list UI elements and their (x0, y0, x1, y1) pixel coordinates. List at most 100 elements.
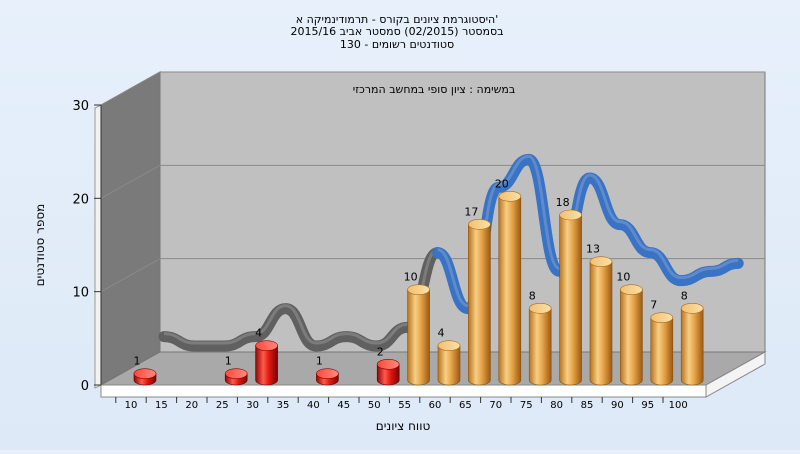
x-tick-label: 45 (337, 400, 350, 411)
x-tick-label: 25 (216, 400, 229, 411)
y-tick-label: 10 (72, 286, 89, 301)
x-tick-label: 60 (429, 400, 442, 411)
bar (316, 368, 339, 386)
bar-body (680, 308, 704, 386)
y-tick-label: 30 (72, 99, 89, 114)
bar-value-label: 17 (464, 205, 478, 218)
chart-title-line-1: היסטוגרמת ציונים בקורס - תרמודינמיקה א' (296, 13, 499, 26)
bar (680, 303, 704, 386)
bar-value-label: 1 (316, 355, 323, 368)
bar-value-label: 7 (650, 299, 657, 312)
y-axis-title: מספר סטודנטים (33, 204, 47, 287)
x-tick-label: 85 (581, 400, 594, 411)
bar-body (559, 214, 582, 386)
plot-left-wall-edge (94, 104, 102, 389)
bar (376, 359, 400, 386)
bar-value-label: 2 (377, 345, 384, 358)
bar (224, 368, 248, 386)
y-tick-label: 0 (81, 379, 89, 394)
curve-highlight (163, 248, 439, 345)
bar (437, 340, 461, 386)
bar-value-label: 4 (438, 327, 445, 340)
bar-cap (498, 191, 522, 202)
bar-body (498, 196, 522, 386)
bar-value-label: 1 (134, 355, 141, 368)
bar-cap (133, 368, 157, 379)
bar-value-label: 8 (681, 289, 688, 302)
bar-cap (528, 303, 552, 314)
bar-cap (680, 303, 704, 314)
x-tick-label: 40 (307, 400, 320, 411)
bar (407, 284, 430, 386)
bar-cap (437, 340, 461, 351)
bar-cap (620, 284, 643, 295)
x-axis: 10 15 20 25 30 35 40 45 50 55 60 65 70 75 80 85 90 95 100 (115, 397, 688, 411)
bar-body (255, 345, 278, 386)
chart-annotation: במשימה : ציון סופי במחשב המרכזי (353, 83, 516, 96)
x-tick-label: 50 (368, 400, 381, 411)
x-tick-label: 80 (550, 400, 563, 411)
x-tick-label: 35 (277, 400, 290, 411)
curve-ribbon (158, 247, 444, 352)
x-tick-label: 70 (489, 400, 502, 411)
gridline-wall (100, 71, 161, 106)
bar (528, 303, 552, 386)
bar (133, 368, 157, 386)
bar-cap (468, 219, 491, 230)
bar-body (407, 289, 430, 386)
y-axis: 0 10 20 30 (72, 99, 102, 394)
x-axis-title: טווח ציונים (376, 419, 431, 433)
data-labels: 1 1 4 1 2 10 4 17 20 8 18 13 10 7 8 (134, 177, 688, 367)
x-tick-label: 20 (185, 400, 198, 411)
x-tick-label: 75 (520, 400, 533, 411)
bar-cap (407, 284, 430, 295)
bar-cap (559, 209, 582, 221)
bar-cap (316, 368, 339, 379)
x-tick-label: 95 (641, 400, 654, 411)
bar-cap (255, 340, 278, 351)
bar (468, 219, 491, 386)
plot-floor-side (705, 351, 766, 398)
bar-value-label: 18 (556, 196, 570, 209)
bar-value-label: 8 (529, 289, 536, 302)
bar-value-label: 4 (255, 327, 262, 340)
bar (589, 256, 613, 386)
bar (650, 312, 674, 386)
gridline-wall (100, 258, 161, 293)
bar (498, 191, 522, 386)
bar-body (620, 289, 643, 386)
plot-left-wall (100, 71, 161, 386)
bar (620, 284, 643, 386)
bar-body (437, 345, 461, 386)
y-tick-label: 20 (72, 192, 89, 207)
bar-body (528, 308, 552, 386)
x-tick-label: 55 (398, 400, 411, 411)
bar-cap (224, 368, 248, 379)
bar-cap (650, 312, 674, 323)
chart-title-line-2: בסמסטר (02/2015) סמסטר אביב 2015/16 (290, 25, 503, 38)
bar-body (468, 224, 491, 386)
bar (255, 340, 278, 386)
x-tick-label: 100 (669, 400, 688, 411)
bar-value-label: 10 (404, 271, 418, 284)
x-tick-label: 90 (611, 400, 624, 411)
bar-value-label: 1 (225, 355, 232, 368)
bar-value-label: 13 (586, 243, 600, 256)
bar-body (589, 261, 613, 386)
x-tick-label: 10 (125, 400, 138, 411)
bar (559, 209, 582, 386)
plot-floor-edge (100, 384, 707, 398)
chart-title-line-3: סטודנטים רשומים - 130 (340, 38, 454, 51)
bars (133, 191, 704, 386)
x-tick-label: 15 (155, 400, 168, 411)
bar-cap (376, 359, 400, 370)
x-tick-label: 65 (459, 400, 472, 411)
bar-body (376, 364, 400, 386)
bar-cap (589, 256, 613, 267)
x-tick-label: 30 (246, 400, 259, 411)
bar-value-label: 10 (616, 271, 630, 284)
gridline-wall (100, 164, 161, 199)
bar-value-label: 20 (495, 177, 509, 190)
